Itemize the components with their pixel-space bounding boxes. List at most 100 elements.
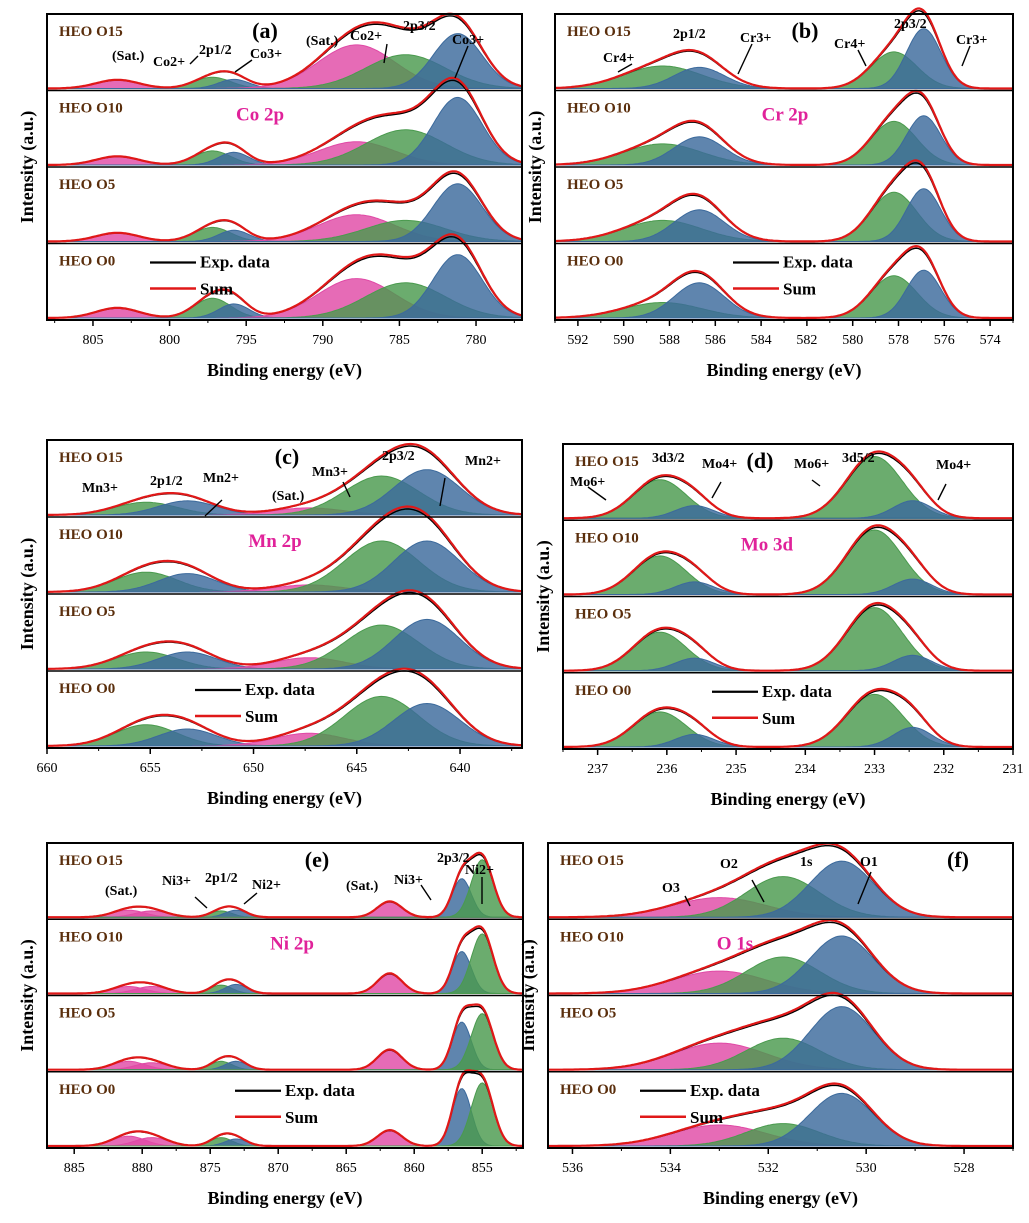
x-tick-label: 528 xyxy=(954,1161,975,1176)
peak-annotation: (Sat.) xyxy=(112,49,145,64)
sample-label: HEO O15 xyxy=(59,853,123,869)
peak-annotation: Mn2+ xyxy=(203,471,239,486)
peak-annotation: Co3+ xyxy=(250,47,282,62)
x-axis-title: Binding energy (eV) xyxy=(207,360,362,381)
sum-line xyxy=(548,1082,1013,1148)
y-axis-title: Intensity (a.u.) xyxy=(17,939,38,1052)
sum-line xyxy=(46,233,523,320)
sample-label: HEO O5 xyxy=(560,1006,616,1022)
peak-annotation: (Sat.) xyxy=(306,34,339,49)
annotation-arrow xyxy=(420,884,432,901)
peak-annotation: 2p1/2 xyxy=(205,871,238,886)
x-tick-label: 800 xyxy=(159,333,180,348)
x-tick-label: 231 xyxy=(1003,762,1024,777)
sample-label: HEO O0 xyxy=(59,254,115,270)
legend-sum-label: Sum xyxy=(200,280,233,299)
peak-component xyxy=(47,469,523,516)
peak-annotation: O2 xyxy=(720,857,738,872)
peak-annotation: O3 xyxy=(662,881,680,896)
x-tick-label: 236 xyxy=(656,762,677,777)
peak-component xyxy=(47,33,523,89)
x-tick-label: 576 xyxy=(934,333,955,348)
annotation-arrow xyxy=(204,499,223,517)
annotation-arrow xyxy=(617,63,633,73)
sample-label: HEO O15 xyxy=(59,24,123,40)
annotation-arrow xyxy=(961,45,971,67)
legend-sum-label: Sum xyxy=(285,1108,318,1127)
sample-label: HEO O10 xyxy=(59,527,123,543)
sum-line xyxy=(46,667,523,747)
x-tick-label: 795 xyxy=(236,333,257,348)
sample-label: HEO O10 xyxy=(59,101,123,117)
x-axis-title: Binding energy (eV) xyxy=(208,1188,363,1209)
sample-label: HEO O0 xyxy=(560,1082,616,1098)
y-axis-title: Intensity (a.u.) xyxy=(518,939,539,1052)
x-tick-label: 860 xyxy=(404,1161,425,1176)
sample-label: HEO O0 xyxy=(59,1082,115,1098)
peak-annotation: Cr4+ xyxy=(834,37,865,52)
annotation-arrow xyxy=(587,486,607,501)
plot-frame xyxy=(562,443,1014,750)
sample-label: HEO O5 xyxy=(59,604,115,620)
peak-annotation: Mn2+ xyxy=(465,454,501,469)
peak-component xyxy=(47,540,523,593)
peak-component xyxy=(47,618,523,670)
peak-annotation: 2p3/2 xyxy=(382,449,415,464)
x-tick-label: 650 xyxy=(243,761,264,776)
peak-annotation: Mn3+ xyxy=(82,481,118,496)
x-axis-title: Binding energy (eV) xyxy=(707,360,862,381)
x-tick-label: 655 xyxy=(140,761,161,776)
peak-annotation: 2p3/2 xyxy=(894,17,927,32)
sum-line xyxy=(548,919,1013,995)
sample-label: HEO O0 xyxy=(575,683,631,699)
annotation-arrow xyxy=(189,55,199,65)
sum-line xyxy=(562,524,1013,596)
annotation-arrow xyxy=(383,43,388,64)
x-tick-label: 588 xyxy=(659,333,680,348)
peak-component xyxy=(47,702,523,747)
peak-annotation: 2p1/2 xyxy=(673,27,706,42)
sum-line xyxy=(563,450,1013,520)
panel-title: O 1s xyxy=(717,933,753,954)
peak-component xyxy=(548,1092,1013,1147)
x-tick-label: 586 xyxy=(705,333,726,348)
x-tick-label: 578 xyxy=(888,333,909,348)
legend-sum-label: Sum xyxy=(762,709,795,728)
x-tick-label: 785 xyxy=(389,333,410,348)
x-tick-label: 530 xyxy=(856,1161,877,1176)
x-tick-label: 790 xyxy=(312,333,333,348)
panel-e: HEO O15 HEO O10 HEO O5 HEO O0 885 880 875 870 86… xyxy=(17,842,524,1209)
peak-annotation: Co2+ xyxy=(153,55,185,70)
y-axis-title: Intensity (a.u.) xyxy=(533,540,554,653)
sum-line xyxy=(554,244,1013,320)
peak-annotation: 3d5/2 xyxy=(842,451,875,466)
x-tick-label: 574 xyxy=(980,333,1001,348)
x-tick-label: 880 xyxy=(132,1161,153,1176)
annotation-arrow xyxy=(857,871,872,905)
legend-sum-label: Sum xyxy=(245,707,278,726)
x-axis-title: Binding energy (eV) xyxy=(711,789,866,810)
x-tick-label: 237 xyxy=(587,762,608,777)
sample-label: HEO O5 xyxy=(575,607,631,623)
sum-line xyxy=(46,76,523,167)
legend-exp-label: Exp. data xyxy=(690,1081,760,1100)
peak-annotation: Ni3+ xyxy=(162,874,191,889)
x-tick-label: 234 xyxy=(795,762,816,777)
y-axis-title: Intensity (a.u.) xyxy=(17,538,38,651)
peak-annotation: 2p3/2 xyxy=(437,851,470,866)
sum-line xyxy=(563,601,1013,672)
plot-frame xyxy=(46,842,524,1149)
sample-label: HEO O15 xyxy=(560,853,624,869)
x-tick-label: 780 xyxy=(466,333,487,348)
x-tick-label: 580 xyxy=(842,333,863,348)
annotation-arrow xyxy=(243,892,258,905)
sum-line xyxy=(47,1069,523,1148)
peak-annotation: Ni2+ xyxy=(252,878,281,893)
x-tick-label: 235 xyxy=(726,762,747,777)
panel-title: Co 2p xyxy=(236,105,284,126)
peak-annotation: 2p1/2 xyxy=(199,43,232,58)
sum-line xyxy=(548,991,1013,1071)
sum-line xyxy=(555,159,1013,243)
panel-letter: (a) xyxy=(252,18,278,43)
